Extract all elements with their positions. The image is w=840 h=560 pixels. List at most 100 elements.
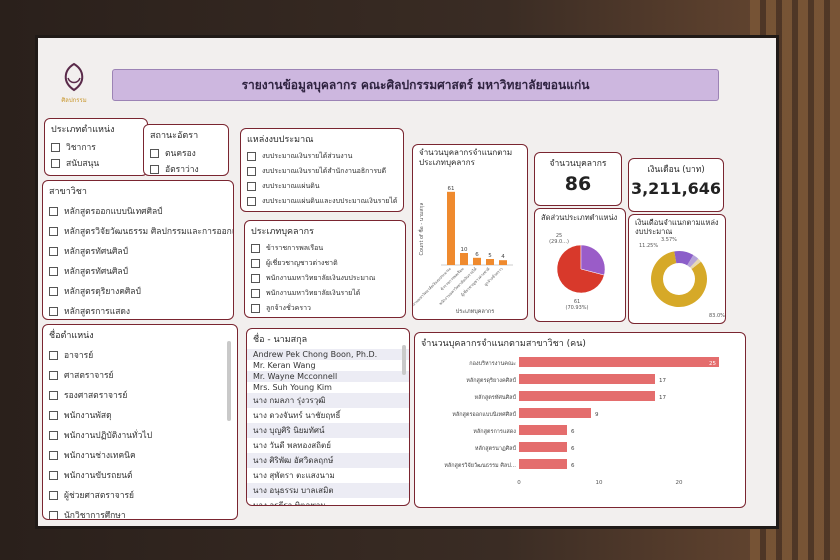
- filter-header: สถานะอัตรา: [150, 131, 199, 141]
- checkbox[interactable]: [251, 289, 260, 298]
- filter-option[interactable]: พนักงานมหาวิทยาลัยเงินงบประมาณ: [245, 271, 405, 286]
- checkbox[interactable]: [49, 390, 58, 400]
- personnel-type-filter: ประเภทบุคลากร ข้าราชการพลเรือน ผู้เชี่ยวช…: [244, 220, 406, 318]
- checkbox[interactable]: [251, 304, 260, 313]
- filter-option[interactable]: วิชาการ: [45, 139, 147, 155]
- checkbox[interactable]: [49, 510, 58, 519]
- option-label: หลักสูตรดุริยางคศิลป์: [64, 287, 141, 297]
- filter-header: สาขาวิชา: [49, 187, 87, 197]
- y-axis-label: Count of ชื่อ - นามสกุล: [418, 203, 425, 256]
- salary-funding-donut: 83.0% 11.25%3.57%: [639, 237, 725, 319]
- donut-title: เงินเดือนจำแนกตามแหล่งงบประมาณ: [635, 218, 719, 236]
- slice-label: (29.0...): [549, 239, 569, 245]
- checkbox[interactable]: [247, 182, 256, 191]
- checkbox[interactable]: [51, 142, 60, 152]
- filter-option[interactable]: หลักสูตรวิจัยวัฒนธรรม ศิลปกรรมและการออกแ…: [43, 221, 233, 241]
- filter-option[interactable]: ศาสตราจารย์: [43, 365, 237, 385]
- scrollbar[interactable]: [402, 345, 406, 375]
- checkbox[interactable]: [247, 152, 256, 161]
- checkbox[interactable]: [49, 286, 58, 296]
- data-label: 6: [571, 446, 575, 452]
- checkbox[interactable]: [49, 226, 58, 236]
- name-row[interactable]: นาง วันดี พลทองสถิตย์: [253, 441, 331, 450]
- option-label: พนักงานมหาวิทยาลัยเงินงบประมาณ: [266, 274, 376, 282]
- checkbox[interactable]: [49, 350, 58, 360]
- bar: [519, 374, 655, 384]
- slice-label: 3.57%: [661, 237, 677, 243]
- salary-kpi-value: 3,211,646: [630, 179, 722, 198]
- filter-option[interactable]: พนักงานขับรถยนต์: [43, 465, 237, 485]
- filter-option[interactable]: หลักสูตรทัศนศิลป์: [43, 241, 233, 261]
- name-row[interactable]: นาง อนุธรรม บาลเสมิต: [247, 483, 409, 498]
- filter-option[interactable]: งบประมาณเงินรายได้สำนักงานอธิการบดี: [241, 164, 403, 179]
- option-label: งบประมาณเงินรายได้สำนักงานอธิการบดี: [262, 167, 387, 175]
- filter-option[interactable]: งบประมาณแผ่นดิน: [241, 179, 403, 194]
- x-axis-label: ประเภทบุคลากร: [456, 308, 494, 315]
- checkbox[interactable]: [49, 450, 58, 460]
- filter-option[interactable]: งบประมาณเงินรายได้ส่วนงาน: [241, 149, 403, 164]
- checkbox[interactable]: [247, 167, 256, 176]
- filter-option[interactable]: ข้าราชการพลเรือน: [245, 241, 405, 256]
- checkbox[interactable]: [49, 306, 58, 316]
- checkbox[interactable]: [49, 490, 58, 500]
- filter-option[interactable]: ตนครอง: [144, 145, 228, 161]
- filter-option[interactable]: พนักงานปฏิบัติงานทั่วไป: [43, 425, 237, 445]
- name-row[interactable]: นาง สุพัตรา ตะแสงนาม: [253, 471, 335, 480]
- x-tick-label: 20: [676, 480, 683, 486]
- filter-option[interactable]: อัตราว่าง: [144, 161, 228, 175]
- checkbox[interactable]: [49, 206, 58, 216]
- checkbox[interactable]: [247, 197, 256, 206]
- name-row[interactable]: Mr. Wayne Mcconnell: [247, 371, 409, 382]
- filter-option[interactable]: หลักสูตรออกแบบนิเทศศิลป์: [43, 201, 233, 221]
- name-row[interactable]: นาง ดวงจันทร์ นาชัยฤทธิ์: [253, 411, 341, 420]
- position-name-filter: ชื่อตำแหน่ง อาจารย์ ศาสตราจารย์ รองศาสตราจ…: [42, 324, 238, 520]
- filter-option[interactable]: ผู้เชี่ยวชาญชาวต่างชาติ: [245, 256, 405, 271]
- program-filter: สาขาวิชา หลักสูตรออกแบบนิเทศศิลป์หลักสูต…: [42, 180, 234, 320]
- filter-option[interactable]: อาจารย์: [43, 345, 237, 365]
- slice-label: 25: [556, 233, 562, 239]
- name-row[interactable]: Andrew Pek Chong Boon, Ph.D.: [247, 349, 409, 360]
- checkbox[interactable]: [49, 470, 58, 480]
- checkbox[interactable]: [251, 244, 260, 253]
- filter-option[interactable]: พนักงานมหาวิทยาลัยเงินรายได้: [245, 286, 405, 301]
- option-label: วิชาการ: [66, 143, 96, 153]
- option-label: รองศาสตราจารย์: [64, 391, 128, 401]
- checkbox[interactable]: [150, 164, 159, 174]
- checkbox[interactable]: [150, 148, 159, 158]
- scrollbar[interactable]: [227, 341, 231, 421]
- filter-option[interactable]: หลักสูตรดุริยางคศิลป์: [43, 281, 233, 301]
- checkbox[interactable]: [49, 370, 58, 380]
- name-row[interactable]: Mr. Keran Wang: [253, 361, 316, 370]
- name-row[interactable]: Mrs. Suh Young Kim: [253, 383, 332, 392]
- checkbox[interactable]: [49, 410, 58, 420]
- option-label: อาจารย์: [64, 351, 94, 361]
- checkbox[interactable]: [251, 274, 260, 283]
- data-label: 25: [709, 361, 716, 367]
- option-label: อัตราว่าง: [165, 165, 199, 175]
- filter-option[interactable]: พนักงานพัสดุ: [43, 405, 237, 425]
- data-label: 6: [475, 252, 479, 258]
- option-label: หลักสูตรออกแบบนิเทศศิลป์: [64, 207, 163, 217]
- filter-option[interactable]: รองศาสตราจารย์: [43, 385, 237, 405]
- name-row[interactable]: นาง อรธีรา ทิตฉพาน: [253, 501, 326, 506]
- bar: [460, 253, 468, 265]
- checkbox[interactable]: [251, 259, 260, 268]
- filter-option[interactable]: งบประมาณแผ่นดินและงบประมาณเงินรายได้: [241, 194, 403, 209]
- filter-option[interactable]: ผู้ช่วยศาสตราจารย์: [43, 485, 237, 505]
- checkbox[interactable]: [49, 246, 58, 256]
- checkbox[interactable]: [49, 266, 58, 276]
- data-label: 10: [461, 247, 468, 253]
- filter-option[interactable]: นักวิชาการศึกษา: [43, 505, 237, 519]
- name-row[interactable]: นาง กมลภา รุ่งวรวุฒิ: [247, 393, 409, 408]
- option-label: ตนครอง: [165, 149, 196, 159]
- checkbox[interactable]: [51, 158, 60, 168]
- filter-option[interactable]: หลักสูตรทัศนศิลป์: [43, 261, 233, 281]
- name-row[interactable]: นาง บุญศิริ นิยมทัศน์: [247, 423, 409, 438]
- filter-option[interactable]: สนับสนุน: [45, 155, 147, 171]
- filter-option[interactable]: หลักสูตรการแสดง: [43, 301, 233, 319]
- name-row[interactable]: นาง ศิริพัฒ อัศวิดลฤกษ์: [247, 453, 409, 468]
- filter-option[interactable]: ลูกจ้างชั่วคราว: [245, 301, 405, 316]
- filter-option[interactable]: พนักงานช่างเทคนิค: [43, 445, 237, 465]
- option-label: สนับสนุน: [66, 159, 100, 169]
- checkbox[interactable]: [49, 430, 58, 440]
